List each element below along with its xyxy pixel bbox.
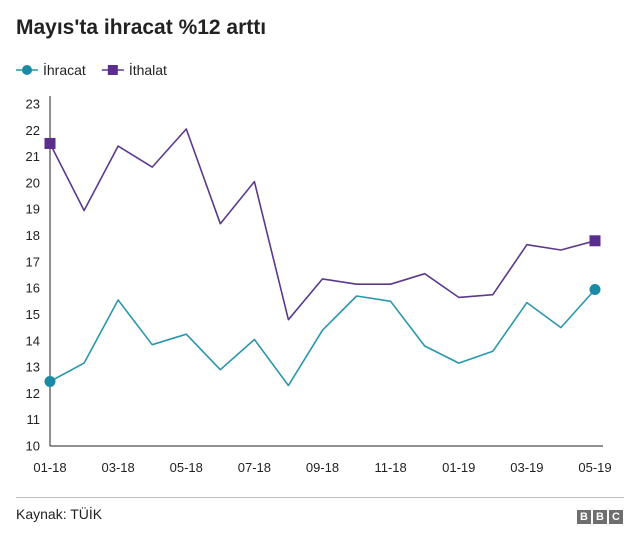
series-line-ihracat (49, 288, 596, 387)
chart-title: Mayıs'ta ihracat %12 arttı (16, 16, 267, 39)
footer-divider (16, 497, 624, 498)
x-tick-label: 01-19 (442, 460, 475, 475)
x-tick-label: 01-18 (33, 460, 66, 475)
y-tick-label: 13 (26, 360, 40, 375)
y-tick-label: 14 (26, 333, 40, 348)
y-tick-label: 12 (26, 386, 40, 401)
x-tick-label: 03-19 (510, 460, 543, 475)
y-tick-label: 22 (26, 123, 40, 138)
bbc-logo: B B C (577, 510, 623, 524)
legend: İhracat İthalat (16, 61, 167, 78)
legend-marker-ithalat (107, 65, 118, 75)
y-tick-label: 21 (26, 149, 40, 164)
x-axis: 01-18 03-18 05-18 07-18 09-18 11-18 01-19 03-19… (33, 445, 612, 475)
series-line-ithalat (49, 128, 596, 321)
x-tick-label: 05-19 (578, 460, 611, 475)
x-tick-label: 07-18 (238, 460, 271, 475)
legend-label-ithalat: İthalat (129, 61, 167, 78)
y-tick-label: 19 (26, 202, 40, 217)
x-tick-label: 11-18 (374, 460, 406, 475)
x-tick-label: 09-18 (306, 460, 339, 475)
x-tick-label: 05-18 (170, 460, 203, 475)
y-tick-label: 18 (26, 228, 40, 243)
y-axis: 10 11 12 13 14 15 16 17 18 19 20 21 22 23 (26, 96, 51, 454)
y-tick-label: 11 (27, 412, 41, 427)
data-point-ithalat (589, 235, 601, 247)
line-chart: İhracat İthalat 10 11 12 13 14 15 16 17 18 19 20 21 2… (16, 61, 612, 475)
y-tick-label: 23 (26, 97, 40, 112)
y-tick-label: 10 (26, 439, 40, 454)
data-point-ithalat (44, 137, 56, 149)
bbc-logo-letter: B (577, 510, 591, 524)
y-tick-label: 20 (26, 175, 40, 190)
bbc-logo-letter: C (609, 510, 623, 524)
legend-label-ihracat: İhracat (43, 61, 86, 78)
source-note: Kaynak: TÜİK (16, 506, 103, 522)
y-tick-label: 15 (26, 307, 40, 322)
x-tick-label: 03-18 (102, 460, 135, 475)
legend-marker-ihracat (22, 65, 32, 75)
data-point-ihracat (589, 283, 601, 295)
y-tick-label: 17 (26, 254, 40, 269)
data-point-ihracat (44, 376, 56, 388)
series-layer (44, 128, 601, 388)
bbc-logo-letter: B (593, 510, 607, 524)
y-tick-label: 16 (26, 281, 40, 296)
